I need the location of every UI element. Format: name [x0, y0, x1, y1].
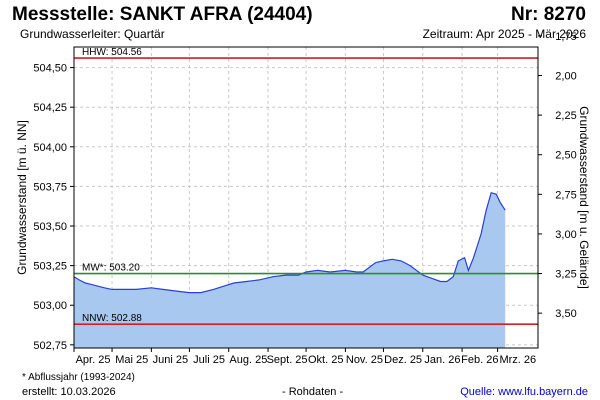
y-tick-label-left: 503,50: [33, 221, 67, 233]
series-line: [73, 191, 506, 294]
period-label: Zeitraum: Apr 2025 - Mär 2026: [422, 27, 586, 41]
y-tick-label-right: 2,25: [555, 110, 576, 122]
y-axis-left: 502,75 503,00 503,25 503,50 503,75 504,00 504,…: [33, 63, 74, 352]
x-tick-label: Apr. 25: [76, 354, 111, 366]
x-tick-label: Feb. 26: [461, 354, 498, 366]
x-tick-label: Dez. 25: [384, 354, 422, 366]
station-title: Messstelle: SANKT AFRA (24404): [12, 4, 313, 25]
ref-label-hhw: HHW: 504.56: [82, 47, 142, 58]
y-axis-right: 1,75 2,00 2,25 2,50 2,75 3,00 3,25 3,50: [538, 31, 577, 320]
created-date: erstellt: 10.03.2026: [22, 386, 116, 398]
x-tick-label: Juni 25: [153, 354, 188, 366]
x-axis: Apr. 25 Mai 25 Juni 25 Juli 25 Aug. 25 Sept. …: [73, 348, 536, 366]
x-tick-label: Okt. 25: [308, 354, 343, 366]
footnote: * Abflussjahr (1993-2024): [22, 372, 135, 383]
y-axis-right-title: Grundwasserstand [m u. Gelände]: [577, 106, 591, 289]
ref-label-mw: MW*: 503.20: [82, 263, 140, 274]
y-tick-label-right: 2,50: [555, 150, 576, 162]
ref-label-nnw: NNW: 502.88: [82, 313, 142, 324]
y-tick-label-left: 504,00: [33, 142, 67, 154]
y-tick-label-left: 503,75: [33, 181, 67, 193]
x-tick-label: Jan. 26: [424, 354, 460, 366]
y-tick-label-right: 2,75: [555, 189, 576, 201]
y-tick-label-left: 504,50: [33, 63, 67, 75]
series-area: [74, 192, 506, 348]
y-tick-label-left: 502,75: [33, 340, 67, 352]
station-number: Nr: 8270: [511, 4, 586, 25]
grid: [73, 47, 538, 348]
y-tick-label-right: 3,50: [555, 308, 576, 320]
x-tick-label: Juli 25: [193, 354, 225, 366]
y-tick-label-right: 2,00: [555, 71, 576, 83]
x-tick-label: Mai 25: [115, 354, 148, 366]
x-tick-label: Nov. 25: [346, 354, 383, 366]
aquifer-label: Grundwasserleiter: Quartär: [20, 27, 165, 41]
x-tick-label: Aug. 25: [229, 354, 267, 366]
y-tick-label-left: 503,25: [33, 261, 67, 273]
y-tick-label-left: 504,25: [33, 102, 67, 114]
y-axis-left-title: Grundwasserstand [m ü. NN]: [15, 120, 29, 275]
y-tick-label-right: 1,75: [555, 31, 576, 43]
raw-data-label: - Rohdaten -: [282, 386, 344, 398]
reference-lines: HHW: 504.56 MW*: 503.20 NNW: 502.88: [74, 47, 538, 326]
y-tick-label-right: 3,00: [555, 229, 576, 241]
x-tick-label: Mrz. 26: [499, 354, 536, 366]
y-tick-label-right: 3,25: [555, 269, 576, 281]
x-tick-label: Sept. 25: [267, 354, 308, 366]
y-tick-label-left: 503,00: [33, 300, 67, 312]
source-link[interactable]: Quelle: www.lfu.bayern.de: [460, 386, 588, 398]
